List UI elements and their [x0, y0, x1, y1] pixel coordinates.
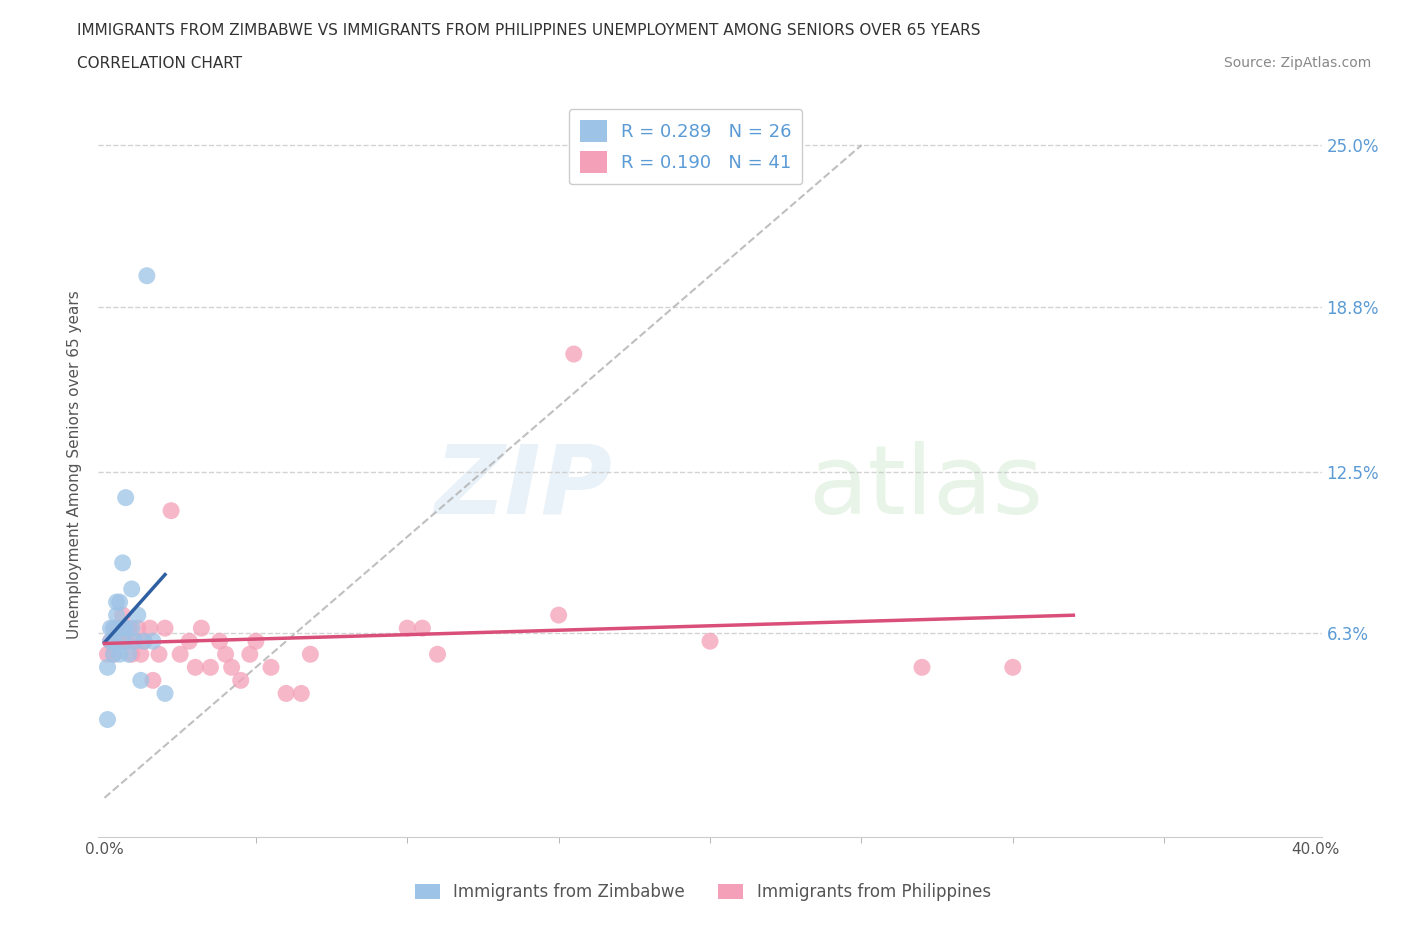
Point	[132, 633, 155, 648]
Point	[124, 633, 146, 648]
Point	[142, 673, 165, 688]
Point	[103, 647, 125, 662]
Point	[208, 633, 231, 648]
Point	[114, 633, 136, 648]
Point	[127, 620, 149, 635]
Point	[100, 633, 122, 648]
Point	[111, 607, 134, 622]
Point	[169, 647, 191, 662]
Point	[121, 620, 143, 635]
Point	[111, 555, 134, 570]
Point	[190, 620, 212, 635]
Point	[105, 620, 128, 635]
Point	[299, 647, 322, 662]
Y-axis label: Unemployment Among Seniors over 65 years: Unemployment Among Seniors over 65 years	[67, 291, 83, 640]
Point	[96, 712, 118, 727]
Point	[96, 660, 118, 675]
Point	[148, 647, 170, 662]
Point	[200, 660, 222, 675]
Text: Source: ZipAtlas.com: Source: ZipAtlas.com	[1223, 56, 1371, 70]
Point	[129, 673, 152, 688]
Point	[108, 633, 131, 648]
Point	[129, 647, 152, 662]
Point	[100, 633, 122, 648]
Point	[124, 633, 146, 648]
Point	[221, 660, 243, 675]
Point	[245, 633, 267, 648]
Legend: R = 0.289   N = 26, R = 0.190   N = 41: R = 0.289 N = 26, R = 0.190 N = 41	[568, 110, 803, 184]
Point	[1001, 660, 1024, 675]
Point	[562, 347, 585, 362]
Point	[290, 686, 312, 701]
Point	[139, 620, 162, 635]
Point	[100, 620, 122, 635]
Point	[121, 647, 143, 662]
Point	[108, 594, 131, 609]
Point	[108, 647, 131, 662]
Point	[103, 620, 125, 635]
Point	[103, 633, 125, 648]
Point	[396, 620, 419, 635]
Point	[426, 647, 449, 662]
Point	[142, 633, 165, 648]
Point	[118, 620, 141, 635]
Point	[153, 620, 176, 635]
Text: atlas: atlas	[808, 441, 1043, 534]
Point	[118, 647, 141, 662]
Point	[114, 620, 136, 635]
Point	[111, 633, 134, 648]
Point	[911, 660, 934, 675]
Text: ZIP: ZIP	[434, 441, 612, 534]
Point	[114, 490, 136, 505]
Point	[214, 647, 236, 662]
Point	[111, 620, 134, 635]
Point	[105, 607, 128, 622]
Point	[96, 647, 118, 662]
Point	[179, 633, 201, 648]
Text: CORRELATION CHART: CORRELATION CHART	[77, 56, 242, 71]
Point	[105, 594, 128, 609]
Point	[135, 268, 157, 283]
Point	[260, 660, 283, 675]
Point	[229, 673, 252, 688]
Point	[699, 633, 721, 648]
Legend: Immigrants from Zimbabwe, Immigrants from Philippines: Immigrants from Zimbabwe, Immigrants fro…	[408, 876, 998, 908]
Point	[132, 633, 155, 648]
Point	[239, 647, 262, 662]
Text: IMMIGRANTS FROM ZIMBABWE VS IMMIGRANTS FROM PHILIPPINES UNEMPLOYMENT AMONG SENIO: IMMIGRANTS FROM ZIMBABWE VS IMMIGRANTS F…	[77, 23, 981, 38]
Point	[276, 686, 298, 701]
Point	[121, 581, 143, 596]
Point	[547, 607, 569, 622]
Point	[103, 647, 125, 662]
Point	[153, 686, 176, 701]
Point	[160, 503, 183, 518]
Point	[127, 607, 149, 622]
Point	[184, 660, 207, 675]
Point	[411, 620, 433, 635]
